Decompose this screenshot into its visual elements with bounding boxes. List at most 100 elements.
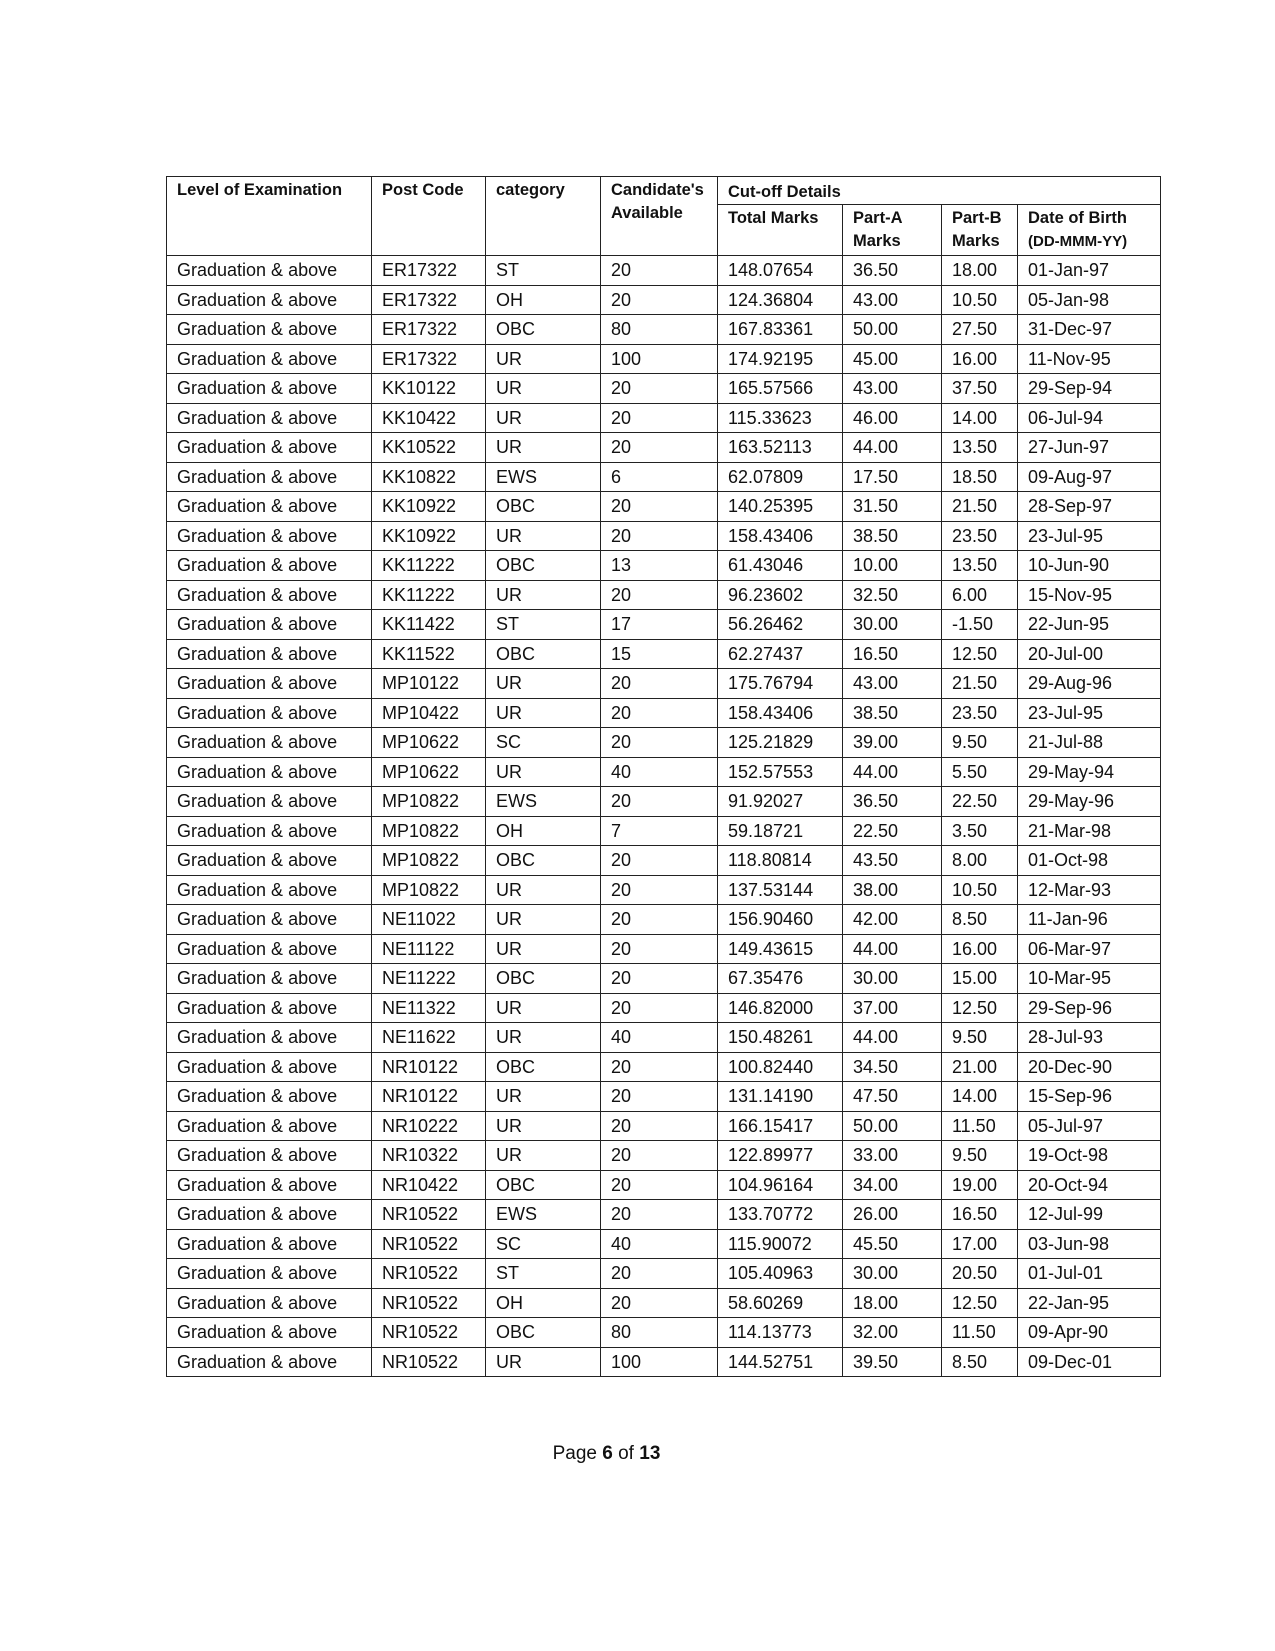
cell-part-a-marks: 38.50 xyxy=(842,697,942,728)
cell-level: Graduation & above xyxy=(166,461,372,492)
cell-part-b-marks: 16.00 xyxy=(941,933,1018,964)
cell-part-b-marks: 3.50 xyxy=(941,815,1018,846)
cell-level: Graduation & above xyxy=(166,373,372,404)
cell-total-marks: 165.57566 xyxy=(717,373,843,404)
cell-total-marks: 148.07654 xyxy=(717,255,843,286)
cell-total-marks: 114.13773 xyxy=(717,1317,843,1348)
cell-part-b-marks: 19.00 xyxy=(941,1169,1018,1200)
cell-part-a-marks: 33.00 xyxy=(842,1140,942,1171)
cell-part-a-marks: 38.50 xyxy=(842,520,942,551)
cell-level: Graduation & above xyxy=(166,1022,372,1053)
cell-post-code: NR10522 xyxy=(371,1258,486,1289)
cell-date-of-birth: 29-May-94 xyxy=(1017,756,1161,787)
cell-part-b-marks: 9.50 xyxy=(941,727,1018,758)
cell-category: OBC xyxy=(485,845,601,876)
cell-date-of-birth: 20-Dec-90 xyxy=(1017,1051,1161,1082)
cell-post-code: MP10822 xyxy=(371,874,486,905)
cell-part-a-marks: 30.00 xyxy=(842,609,942,640)
cell-category: UR xyxy=(485,373,601,404)
cell-part-a-marks: 44.00 xyxy=(842,432,942,463)
cell-category: OBC xyxy=(485,1317,601,1348)
cell-post-code: MP10122 xyxy=(371,668,486,699)
table-row: Graduation & above NE11122 UR 20 149.43615 44… xyxy=(166,933,1161,964)
cell-level: Graduation & above xyxy=(166,1287,372,1318)
cell-date-of-birth: 20-Oct-94 xyxy=(1017,1169,1161,1200)
table-row: Graduation & above MP10822 OH 7 59.18721 22.5… xyxy=(166,815,1161,846)
cell-candidates: 20 xyxy=(600,432,718,463)
cell-candidates: 20 xyxy=(600,579,718,610)
cell-post-code: ER17322 xyxy=(371,284,486,315)
cutoff-table: Level of Examination Post Code category … xyxy=(166,176,1161,1377)
cell-total-marks: 124.36804 xyxy=(717,284,843,315)
cell-candidates: 20 xyxy=(600,491,718,522)
cell-total-marks: 100.82440 xyxy=(717,1051,843,1082)
table-row: Graduation & above KK11222 OBC 13 61.43046 10… xyxy=(166,550,1161,581)
page-total: 13 xyxy=(639,1443,661,1464)
cell-part-b-marks: 11.50 xyxy=(941,1317,1018,1348)
cell-part-a-marks: 22.50 xyxy=(842,815,942,846)
cell-part-a-marks: 17.50 xyxy=(842,461,942,492)
cell-part-a-marks: 44.00 xyxy=(842,933,942,964)
cell-part-a-marks: 16.50 xyxy=(842,638,942,669)
cell-level: Graduation & above xyxy=(166,815,372,846)
cell-level: Graduation & above xyxy=(166,874,372,905)
cell-category: UR xyxy=(485,904,601,935)
cell-candidates: 17 xyxy=(600,609,718,640)
cell-level: Graduation & above xyxy=(166,1199,372,1230)
cell-post-code: NR10522 xyxy=(371,1317,486,1348)
cell-category: OBC xyxy=(485,638,601,669)
cell-part-a-marks: 50.00 xyxy=(842,314,942,345)
cell-total-marks: 125.21829 xyxy=(717,727,843,758)
cell-candidates: 40 xyxy=(600,1228,718,1259)
cell-post-code: KK10922 xyxy=(371,491,486,522)
cell-candidates: 20 xyxy=(600,727,718,758)
cell-total-marks: 118.80814 xyxy=(717,845,843,876)
cell-category: OBC xyxy=(485,491,601,522)
cell-category: UR xyxy=(485,756,601,787)
cell-level: Graduation & above xyxy=(166,727,372,758)
cell-candidates: 20 xyxy=(600,1081,718,1112)
cell-date-of-birth: 09-Apr-90 xyxy=(1017,1317,1161,1348)
cell-category: SC xyxy=(485,727,601,758)
table-row: Graduation & above NE11022 UR 20 156.90460 42… xyxy=(166,904,1161,935)
cell-date-of-birth: 03-Jun-98 xyxy=(1017,1228,1161,1259)
cell-part-b-marks: 15.00 xyxy=(941,963,1018,994)
cell-category: UR xyxy=(485,520,601,551)
table-row: Graduation & above KK10922 UR 20 158.43406 38… xyxy=(166,520,1161,551)
cell-post-code: MP10822 xyxy=(371,815,486,846)
cell-level: Graduation & above xyxy=(166,933,372,964)
cell-category: OBC xyxy=(485,314,601,345)
cell-total-marks: 96.23602 xyxy=(717,579,843,610)
cell-level: Graduation & above xyxy=(166,255,372,286)
page-footer: Page 6 of 13 xyxy=(0,1443,1213,1465)
cell-date-of-birth: 11-Nov-95 xyxy=(1017,343,1161,374)
cell-post-code: NE11022 xyxy=(371,904,486,935)
table-row: Graduation & above MP10822 OBC 20 118.80814 4… xyxy=(166,845,1161,876)
cell-part-a-marks: 36.50 xyxy=(842,786,942,817)
cell-candidates: 100 xyxy=(600,343,718,374)
cell-part-b-marks: 10.50 xyxy=(941,874,1018,905)
table-row: Graduation & above NR10222 UR 20 166.15417 50… xyxy=(166,1110,1161,1141)
cell-candidates: 20 xyxy=(600,963,718,994)
cell-category: OBC xyxy=(485,1169,601,1200)
cell-total-marks: 163.52113 xyxy=(717,432,843,463)
cell-candidates: 20 xyxy=(600,697,718,728)
cell-category: UR xyxy=(485,432,601,463)
cell-post-code: MP10422 xyxy=(371,697,486,728)
cell-category: EWS xyxy=(485,786,601,817)
cell-candidates: 15 xyxy=(600,638,718,669)
cell-date-of-birth: 29-Aug-96 xyxy=(1017,668,1161,699)
cell-post-code: MP10822 xyxy=(371,845,486,876)
cell-date-of-birth: 05-Jul-97 xyxy=(1017,1110,1161,1141)
cell-post-code: KK11522 xyxy=(371,638,486,669)
cell-category: UR xyxy=(485,402,601,433)
cell-date-of-birth: 01-Oct-98 xyxy=(1017,845,1161,876)
cell-total-marks: 167.83361 xyxy=(717,314,843,345)
table-row: Graduation & above NR10522 UR 100 144.52751 3… xyxy=(166,1346,1161,1377)
cell-category: UR xyxy=(485,1140,601,1171)
table-row: Graduation & above NE11622 UR 40 150.48261 44… xyxy=(166,1022,1161,1053)
cell-post-code: NR10522 xyxy=(371,1199,486,1230)
cell-date-of-birth: 10-Mar-95 xyxy=(1017,963,1161,994)
cell-level: Graduation & above xyxy=(166,432,372,463)
cell-candidates: 20 xyxy=(600,1110,718,1141)
